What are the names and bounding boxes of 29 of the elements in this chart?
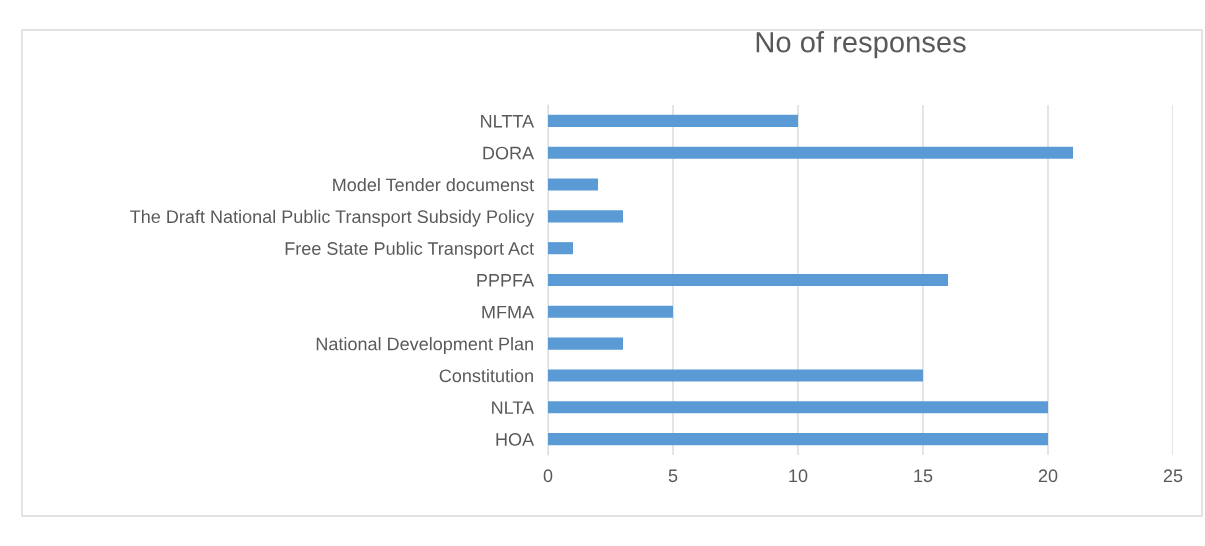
y-tick-label: Constitution: [439, 368, 533, 383]
x-tick-label: 5: [668, 469, 678, 483]
y-tick-label: Model Tender documenst: [333, 178, 534, 192]
y-tick-label: NLTTA: [481, 115, 535, 128]
y-tick-label: HOA: [496, 433, 535, 446]
bar: [548, 114, 798, 127]
y-tick-label: MFMA: [482, 305, 535, 319]
bar: [548, 178, 598, 191]
bar: [548, 305, 673, 318]
x-tick-label: 20: [1038, 469, 1058, 483]
x-tick-label: 0: [543, 469, 553, 483]
y-tick-label: National Development Plan: [316, 337, 533, 354]
x-tick-label: 10: [789, 469, 808, 483]
chart-title: No of responses: [756, 31, 966, 59]
bar: [548, 210, 623, 223]
bar: [548, 433, 1048, 446]
bar: [548, 242, 573, 255]
bar: [548, 337, 623, 350]
y-tick-label: DORA: [483, 146, 535, 160]
y-tick-label: NLTA: [492, 401, 535, 414]
bar: [548, 369, 923, 382]
bar: [548, 273, 948, 287]
bar: [548, 401, 1048, 414]
bar: [548, 146, 1073, 159]
x-tick-label: 25: [1163, 469, 1183, 483]
y-tick-label: The Draft National Public Transport Subsidy Policy: [130, 209, 535, 227]
y-tick-label: Free State Public Transport Act: [285, 241, 534, 259]
x-tick-label: 15: [914, 469, 933, 483]
y-tick-label: PPPFA: [477, 274, 535, 287]
